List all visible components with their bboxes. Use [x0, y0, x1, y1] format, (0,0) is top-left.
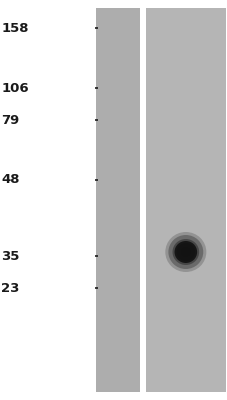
Text: 48: 48 — [1, 174, 20, 186]
Bar — [145, 8, 225, 392]
Text: 23: 23 — [1, 282, 20, 294]
Ellipse shape — [174, 241, 196, 263]
Bar — [140, 8, 145, 392]
Ellipse shape — [176, 243, 194, 261]
Text: 106: 106 — [1, 82, 29, 94]
Ellipse shape — [168, 235, 202, 269]
Ellipse shape — [180, 247, 190, 257]
Ellipse shape — [172, 239, 198, 265]
Text: 158: 158 — [1, 22, 29, 34]
Text: 79: 79 — [1, 114, 19, 126]
Bar — [95, 8, 141, 392]
Text: 35: 35 — [1, 250, 20, 262]
Ellipse shape — [165, 232, 205, 272]
